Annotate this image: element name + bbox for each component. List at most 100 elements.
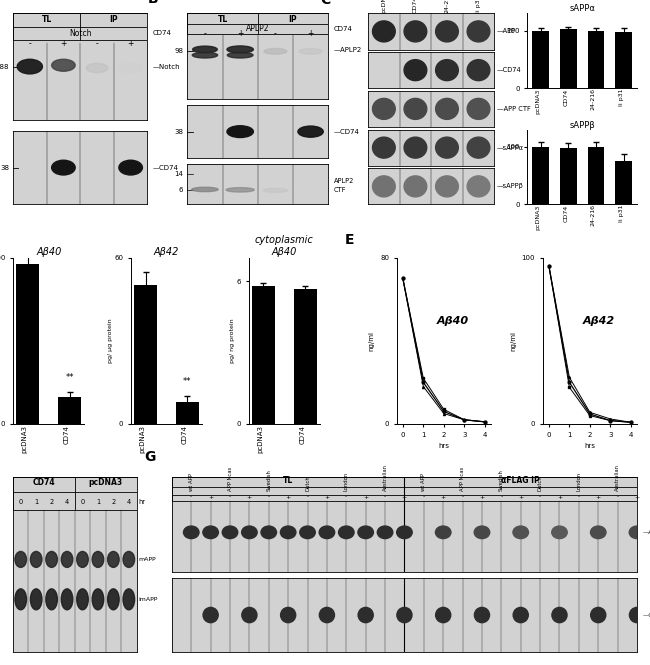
Bar [252,286,275,424]
Text: +: + [634,495,640,499]
Text: -: - [306,495,309,499]
Ellipse shape [264,49,287,55]
Ellipse shape [436,137,458,158]
Ellipse shape [17,59,42,74]
Text: IP: IP [289,15,297,23]
Title: sAPPβ: sAPPβ [569,120,595,130]
Ellipse shape [404,176,427,197]
Bar [532,147,549,205]
Ellipse shape [591,607,606,622]
Text: 38: 38 [0,165,9,171]
Ellipse shape [192,188,218,192]
Text: 2: 2 [111,499,116,505]
Ellipse shape [227,53,253,58]
Bar [588,147,604,205]
Text: APLP2: APLP2 [246,24,270,33]
Text: pcDNA3: pcDNA3 [382,0,386,13]
Bar [58,397,81,424]
Text: B: B [148,0,159,6]
Text: +: + [307,29,314,38]
Text: +: + [557,495,562,499]
Ellipse shape [298,126,323,137]
Ellipse shape [183,526,199,539]
Text: APP Ncas: APP Ncas [227,467,233,491]
Text: TL: TL [283,476,293,485]
Title: cytoplasmic
Aβ40: cytoplasmic Aβ40 [255,235,314,257]
Ellipse shape [372,98,395,120]
Text: CD74: CD74 [333,25,352,31]
Text: CD74: CD74 [32,477,55,487]
Text: APP Ncas: APP Ncas [460,467,465,491]
Text: -: - [229,495,231,499]
Text: 38: 38 [174,128,183,134]
Bar [176,402,199,424]
Ellipse shape [31,589,42,610]
Text: pcDNA3: pcDNA3 [88,477,123,487]
Text: -: - [578,495,580,499]
Text: αFLAG IP: αFLAG IP [501,476,540,485]
Ellipse shape [226,188,254,192]
Ellipse shape [372,21,395,42]
Title: Aβ42: Aβ42 [154,247,179,257]
Text: 1: 1 [34,499,38,505]
Ellipse shape [552,607,567,622]
Ellipse shape [319,526,335,539]
Text: 1: 1 [96,499,100,505]
Ellipse shape [629,526,645,539]
Ellipse shape [467,98,490,120]
Text: mAPP: mAPP [139,557,157,562]
Ellipse shape [203,526,218,539]
Ellipse shape [629,607,645,622]
Ellipse shape [281,607,296,622]
Ellipse shape [123,551,135,567]
Text: —CD74: —CD74 [333,128,359,134]
Text: TL: TL [218,15,227,23]
Text: Aβ40: Aβ40 [436,316,469,327]
Bar [16,264,39,424]
Text: C: C [320,0,330,7]
Text: 14: 14 [174,172,183,178]
X-axis label: hrs: hrs [584,443,595,449]
Ellipse shape [436,176,458,197]
Ellipse shape [222,526,238,539]
Ellipse shape [467,60,490,80]
Ellipse shape [436,21,458,42]
Text: +: + [518,495,523,499]
Ellipse shape [552,526,567,539]
Text: +: + [402,495,407,499]
Text: +: + [60,39,66,49]
Text: 4: 4 [65,499,69,505]
Ellipse shape [46,551,57,567]
Bar [13,13,148,40]
Text: Swedish: Swedish [266,469,271,491]
Ellipse shape [227,46,254,53]
Text: Swedish: Swedish [499,469,504,491]
Bar [560,29,577,88]
Text: +: + [324,495,330,499]
Text: APLP2: APLP2 [333,178,354,184]
Text: +: + [127,39,134,49]
Ellipse shape [263,188,288,192]
Bar [616,32,632,88]
Ellipse shape [51,160,75,175]
Text: -: - [96,39,98,49]
Ellipse shape [436,526,451,539]
Ellipse shape [436,607,450,622]
Text: CTF: CTF [333,187,346,193]
Ellipse shape [86,63,108,72]
Text: Dutch: Dutch [538,475,543,491]
Text: wt APP: wt APP [421,473,426,491]
Text: imAPP: imAPP [139,597,158,602]
Ellipse shape [513,526,528,539]
Ellipse shape [404,60,427,80]
Text: -: - [268,495,270,499]
Text: CD74: CD74 [153,31,172,37]
Ellipse shape [15,551,27,567]
Text: +: + [237,29,243,38]
Ellipse shape [436,60,458,80]
Text: G: G [144,450,155,464]
Text: —APLP2: —APLP2 [333,47,362,53]
Text: —sAPPα: —sAPPα [497,145,524,151]
Y-axis label: pg/ ng protein: pg/ ng protein [230,319,235,363]
Text: -: - [462,495,463,499]
